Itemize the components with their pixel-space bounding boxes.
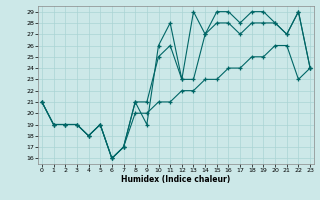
X-axis label: Humidex (Indice chaleur): Humidex (Indice chaleur)	[121, 175, 231, 184]
